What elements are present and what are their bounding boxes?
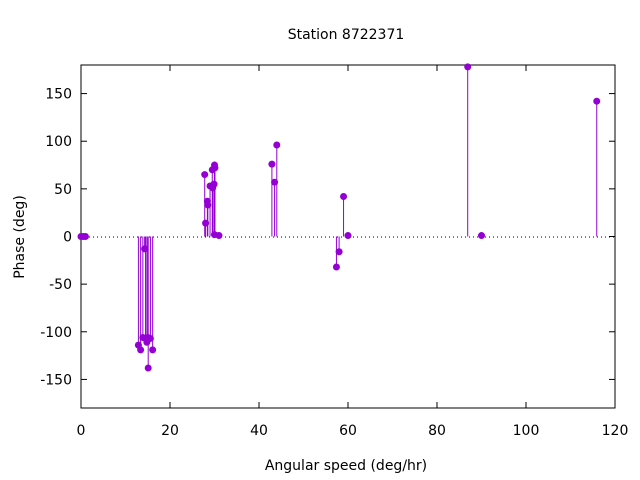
x-tick-label: 120 [602, 423, 629, 439]
data-point [332, 263, 340, 271]
data-point [464, 63, 472, 71]
y-tick-label: 150 [45, 87, 72, 103]
chart-title: Station 8722371 [288, 27, 405, 43]
y-axis-label: Phase (deg) [12, 195, 28, 279]
data-point [141, 245, 149, 253]
data-point [268, 160, 276, 168]
data-point [271, 178, 279, 186]
data-point [137, 346, 145, 354]
y-tick-label: 100 [45, 134, 72, 150]
y-tick-label: 0 [63, 230, 72, 246]
data-point [215, 232, 223, 240]
data-point [335, 248, 343, 256]
data-point [149, 346, 157, 354]
y-axis: -150 -100 -50 0 50 100 150 [40, 87, 615, 388]
data-point [204, 201, 212, 209]
x-axis-label: Angular speed (deg/hr) [265, 458, 427, 474]
x-tick-label: 100 [513, 423, 540, 439]
x-tick-label: 0 [77, 423, 86, 439]
data-point [211, 164, 219, 172]
y-tick-label: -150 [40, 372, 72, 388]
data-series [77, 63, 601, 372]
data-point [593, 97, 601, 105]
x-tick-label: 40 [250, 423, 268, 439]
x-axis: 0 20 40 60 80 100 120 [77, 65, 629, 439]
data-point [144, 364, 152, 372]
data-point [81, 233, 89, 240]
y-tick-label: 50 [54, 182, 72, 198]
y-tick-label: -50 [49, 277, 72, 293]
data-point [478, 232, 485, 240]
data-point [146, 334, 154, 342]
data-point [340, 192, 348, 200]
data-point [210, 180, 218, 188]
data-point [202, 219, 210, 227]
x-tick-label: 60 [339, 423, 357, 439]
data-point [344, 232, 352, 240]
x-tick-label: 80 [428, 423, 446, 439]
data-point [201, 171, 209, 179]
data-point [273, 141, 281, 149]
x-tick-label: 20 [161, 423, 179, 439]
y-tick-label: -100 [40, 325, 72, 341]
